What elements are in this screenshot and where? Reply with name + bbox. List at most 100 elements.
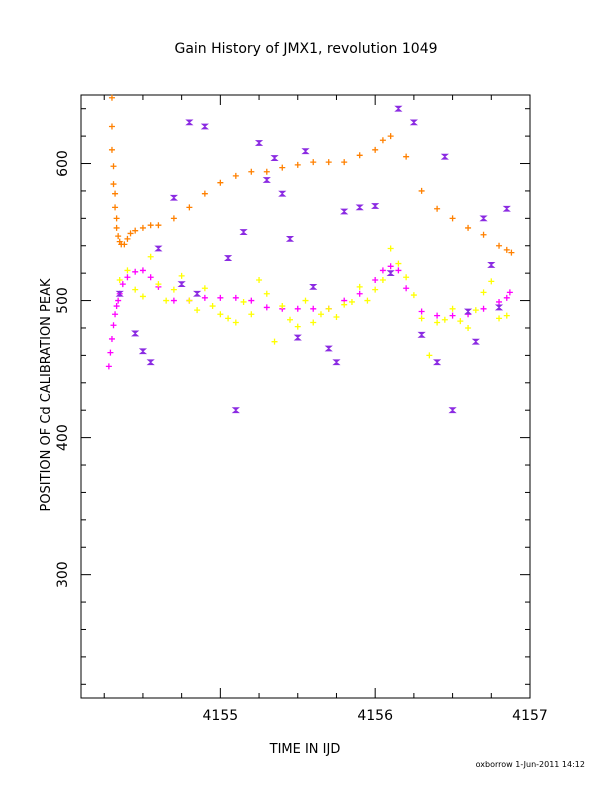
data-point: [271, 338, 278, 345]
data-point: [496, 298, 503, 305]
data-point: [201, 190, 208, 197]
data-point: [115, 297, 122, 304]
data-point: [503, 246, 510, 253]
x-tick-label: 4157: [512, 708, 548, 724]
data-point: [279, 303, 286, 310]
data-point: [209, 303, 216, 310]
data-point: [494, 304, 504, 311]
data-point: [432, 359, 442, 366]
data-point: [110, 163, 117, 170]
data-point: [379, 267, 386, 274]
data-point: [480, 305, 487, 312]
axis-ticks: 4155 4156 4157 300 400 500 600: [55, 95, 548, 724]
data-point: [139, 267, 146, 274]
x-tick-label: 4155: [203, 708, 239, 724]
data-point: [139, 224, 146, 231]
data-point: [115, 290, 124, 297]
data-point: [147, 253, 154, 260]
data-point: [293, 334, 302, 341]
data-point: [231, 407, 240, 414]
data-point: [155, 222, 162, 229]
data-point: [356, 283, 363, 290]
data-point: [341, 301, 348, 308]
data-point: [121, 241, 128, 248]
data-point: [441, 316, 448, 323]
data-point: [387, 245, 394, 252]
data-point: [379, 277, 386, 284]
data-point: [506, 289, 513, 296]
data-point: [112, 190, 119, 197]
data-point: [105, 363, 112, 370]
data-point: [325, 159, 332, 166]
data-point: [310, 159, 317, 166]
data-point: [113, 215, 120, 222]
data-point: [364, 297, 371, 304]
data-point: [147, 274, 154, 281]
data-point: [310, 319, 317, 326]
data-point: [232, 319, 239, 326]
data-point: [325, 305, 332, 312]
data-point: [317, 311, 324, 318]
data-point: [394, 105, 403, 112]
data-point: [263, 290, 270, 297]
data-point: [239, 229, 248, 235]
data-point: [440, 153, 449, 160]
data-point: [503, 312, 510, 319]
data-point: [115, 233, 122, 240]
data-point: [146, 359, 155, 366]
data-point: [124, 274, 131, 281]
data-point: [263, 168, 270, 175]
data-point: [170, 297, 177, 304]
data-point: [217, 311, 224, 318]
data-point: [379, 137, 386, 144]
data-point: [480, 289, 487, 296]
data-point: [186, 297, 193, 304]
data-point: [132, 286, 139, 293]
data-point: [270, 155, 279, 161]
data-point: [395, 260, 402, 267]
data-points: [105, 94, 515, 414]
plot-frame: [80, 94, 531, 699]
data-point: [471, 338, 480, 345]
data-point: [356, 290, 363, 297]
data-point: [232, 172, 239, 179]
data-point: [225, 315, 232, 322]
data-point: [131, 330, 140, 337]
data-point: [124, 267, 131, 274]
data-point: [132, 268, 139, 275]
y-tick-label: 300: [55, 561, 71, 588]
data-point: [472, 307, 479, 314]
data-point: [223, 255, 233, 261]
data-point: [479, 215, 488, 222]
x-tick-label: 4156: [357, 708, 393, 724]
data-point: [309, 283, 318, 290]
data-point: [465, 224, 472, 231]
data-point: [418, 187, 425, 194]
data-point: [310, 305, 317, 312]
data-point: [240, 298, 247, 305]
data-point: [355, 204, 364, 211]
series-4: [115, 105, 511, 414]
data-point: [110, 181, 117, 188]
data-point: [395, 267, 402, 274]
data-point: [139, 293, 146, 300]
data-point: [457, 318, 464, 325]
data-point: [217, 294, 224, 301]
data-point: [488, 278, 495, 285]
data-point: [193, 290, 202, 297]
data-point: [279, 164, 286, 171]
data-point: [465, 324, 472, 331]
data-point: [372, 146, 379, 153]
data-point: [287, 316, 294, 323]
data-point: [113, 224, 120, 231]
data-point: [301, 148, 310, 155]
data-point: [409, 119, 418, 126]
data-point: [256, 277, 263, 284]
chart-title: Gain History of JMX1, revolution 1049: [174, 41, 437, 57]
data-point: [324, 345, 333, 352]
data-point: [387, 263, 394, 270]
data-point: [333, 314, 340, 321]
data-point: [186, 204, 193, 211]
data-point: [108, 123, 115, 130]
data-point: [294, 323, 301, 330]
